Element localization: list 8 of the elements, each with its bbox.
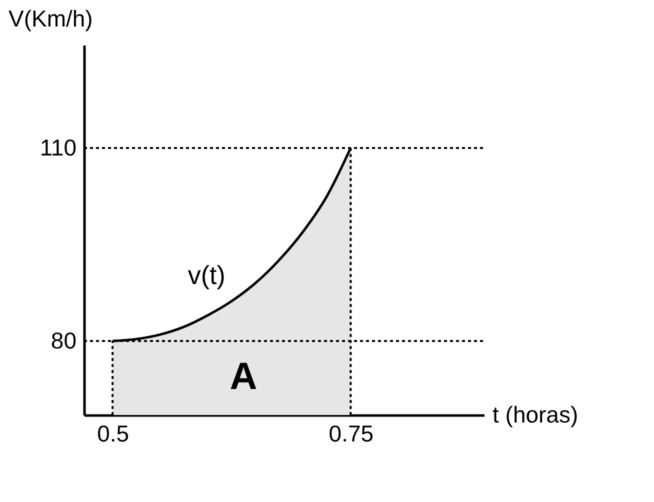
x-tick-label: 0.5 [97, 420, 130, 446]
annotation: v(t) [188, 260, 226, 290]
x-tick-label: 0.75 [328, 420, 374, 446]
y-tick-label: 80 [50, 328, 76, 354]
annotation: A [230, 356, 258, 398]
y-tick-label: 110 [40, 134, 76, 160]
x-axis-title: t (horas) [492, 402, 578, 428]
y-axis-title: V(Km/h) [8, 6, 93, 32]
